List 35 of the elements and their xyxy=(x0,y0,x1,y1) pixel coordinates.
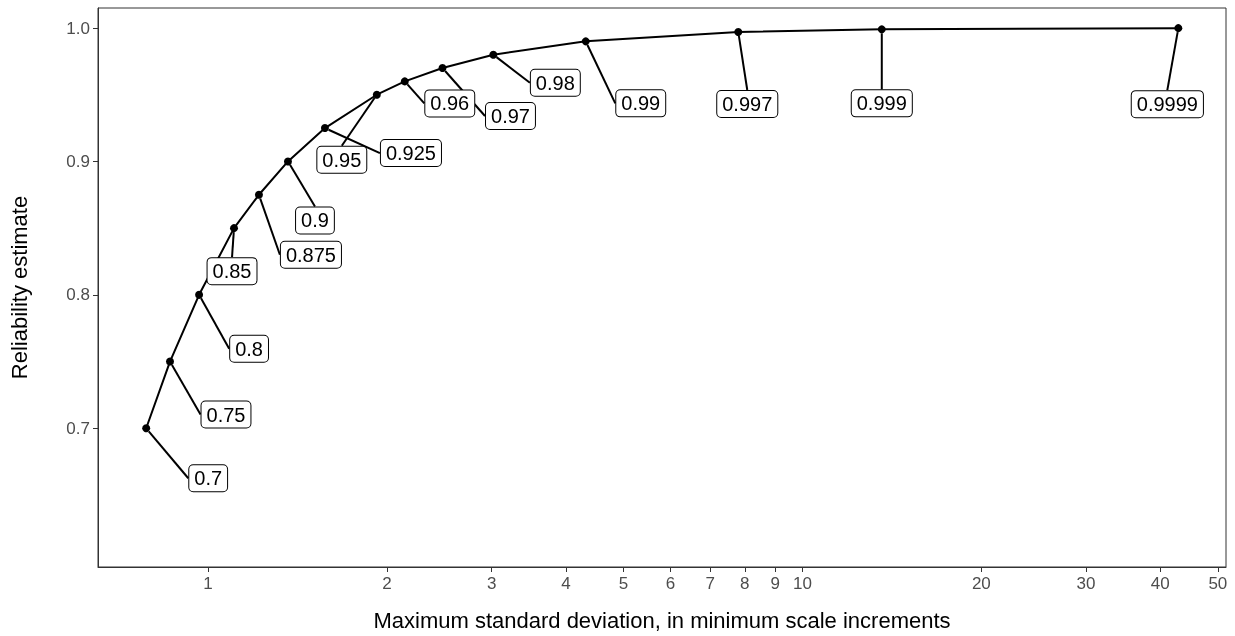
data-label: 0.85 xyxy=(212,260,252,283)
data-label: 0.95 xyxy=(322,148,362,171)
data-label: 0.7 xyxy=(194,467,223,490)
data-label: 0.97 xyxy=(491,105,530,128)
x-tick-label: 2 xyxy=(382,574,392,593)
y-tick-label: 0.8 xyxy=(66,285,90,305)
x-tick-label: 7 xyxy=(705,574,716,593)
x-tick-label: 1 xyxy=(203,574,213,593)
x-tick-label: 50 xyxy=(1208,574,1228,593)
data-label: 0.9999 xyxy=(1136,93,1198,116)
x-tick-label: 8 xyxy=(740,574,750,593)
y-tick-label: 0.7 xyxy=(66,418,90,438)
x-tick-label: 20 xyxy=(971,574,991,593)
data-label: 0.9 xyxy=(301,209,329,232)
data-label: 0.925 xyxy=(385,142,436,165)
x-tick-label: 30 xyxy=(1076,574,1096,593)
x-tick-label: 10 xyxy=(792,574,812,593)
data-label: 0.96 xyxy=(430,92,470,115)
y-tick-label: 0.9 xyxy=(66,151,90,171)
data-label: 0.875 xyxy=(285,243,336,266)
x-tick-label: 5 xyxy=(618,574,629,593)
data-label: 0.75 xyxy=(206,403,246,426)
x-axis-title: Maximum standard deviation, in minimum scale increments xyxy=(373,607,951,633)
x-tick-label: 4 xyxy=(561,574,571,593)
data-label: 0.99 xyxy=(621,92,661,115)
data-label: 0.999 xyxy=(856,92,907,115)
x-tick-label: 3 xyxy=(486,574,497,593)
y-axis-title: Reliability estimate xyxy=(6,195,32,380)
x-tick-label: 40 xyxy=(1150,574,1170,593)
y-tick-label: 1.0 xyxy=(66,18,90,38)
x-tick-label: 6 xyxy=(665,574,676,593)
data-label: 0.8 xyxy=(235,337,263,360)
x-tick-label: 9 xyxy=(770,574,780,593)
data-label: 0.997 xyxy=(722,93,773,116)
data-label: 0.98 xyxy=(535,71,575,94)
